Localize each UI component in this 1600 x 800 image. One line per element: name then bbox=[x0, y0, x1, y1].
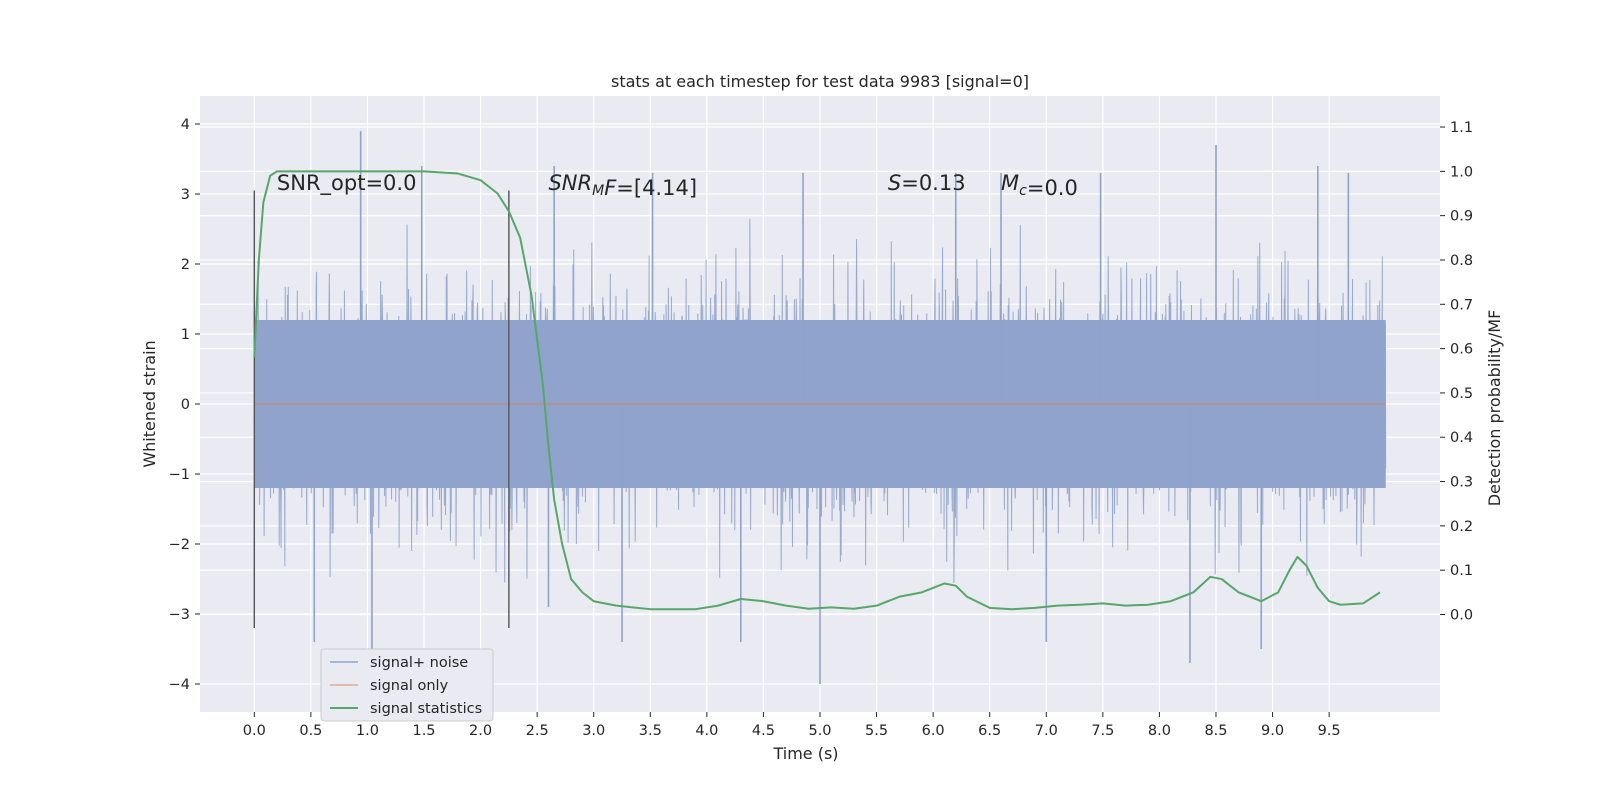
legend-box bbox=[320, 648, 494, 722]
series-signal-statistics bbox=[253, 170, 1381, 611]
y-axis-ticks-left: −4 −3 −2 −1 0 1 2 3 4 bbox=[169, 117, 200, 693]
x-tick-label: 8.0 bbox=[1148, 723, 1171, 739]
y-right-tick-label: 0.8 bbox=[1450, 253, 1473, 269]
y-axis-ticks-right: 0.0 0.1 0.2 0.3 0.4 0.5 0.6 0.7 0.8 0.9 1.0 1.1 bbox=[1440, 120, 1473, 624]
y-right-tick-label: 0.4 bbox=[1450, 430, 1473, 446]
y-tick-label: 3 bbox=[181, 187, 190, 203]
y-tick-label: 0 bbox=[181, 397, 190, 413]
y-tick-label: 1 bbox=[181, 327, 190, 343]
y-axis-label-right: Detection probability/MF bbox=[1485, 310, 1504, 507]
x-tick-label: 9.5 bbox=[1318, 723, 1341, 739]
y-right-tick-label: 0.3 bbox=[1450, 475, 1473, 491]
annotation-text: SNR_opt=0.0 bbox=[277, 171, 417, 196]
signal-statistics-line bbox=[253, 170, 1381, 611]
x-tick-label: 6.0 bbox=[922, 723, 945, 739]
x-tick-label: 1.0 bbox=[356, 723, 379, 739]
annotations: SNR_opt=0.0 SNRMF=[4.14] S=0.13 Mc=0.0 bbox=[277, 171, 1078, 200]
x-tick-label: 0.0 bbox=[243, 723, 266, 739]
x-tick-label: 9.0 bbox=[1261, 723, 1284, 739]
x-tick-label: 2.5 bbox=[526, 723, 549, 739]
x-tick-label: 1.5 bbox=[412, 723, 435, 739]
vertical-markers bbox=[253, 190, 510, 628]
y-right-tick-label: 1.0 bbox=[1450, 164, 1473, 180]
x-tick-label: 5.5 bbox=[865, 723, 888, 739]
y-tick-label: −2 bbox=[169, 537, 190, 553]
annotation-text: SNRMF=[4.14] bbox=[548, 171, 697, 200]
x-axis-label: Time (s) bbox=[772, 744, 838, 763]
y-right-tick-label: 0.0 bbox=[1450, 608, 1473, 624]
y-right-tick-label: 0.7 bbox=[1450, 297, 1473, 313]
y-right-tick-label: 0.1 bbox=[1450, 563, 1473, 579]
legend-label-signal-only: signal only bbox=[370, 678, 449, 694]
legend-label-signal-noise: signal+ noise bbox=[370, 655, 468, 671]
y-tick-label: −1 bbox=[169, 467, 190, 483]
legend-label-signal-statistics: signal statistics bbox=[370, 701, 482, 717]
y-right-tick-label: 1.1 bbox=[1450, 120, 1473, 136]
y-tick-label: −3 bbox=[169, 607, 190, 623]
y-tick-label: 2 bbox=[181, 257, 190, 273]
x-tick-label: 5.0 bbox=[808, 723, 831, 739]
y-right-tick-label: 0.9 bbox=[1450, 209, 1473, 225]
annotation-text: S=0.13 bbox=[888, 171, 966, 195]
x-tick-label: 6.5 bbox=[978, 723, 1001, 739]
y-right-tick-label: 0.2 bbox=[1450, 519, 1473, 535]
y-tick-label: −4 bbox=[169, 677, 190, 693]
annotation-text: Mc=0.0 bbox=[1001, 171, 1078, 200]
y-right-tick-label: 0.5 bbox=[1450, 386, 1473, 402]
y-axis-label-left: Whitened strain bbox=[140, 340, 159, 467]
x-axis-ticks: 0.0 0.5 1.0 1.5 2.0 2.5 3.0 3.5 4.0 4.5 5.0 5.5 6.0 6… bbox=[243, 712, 1341, 739]
x-tick-label: 4.5 bbox=[752, 723, 775, 739]
legend: signal+ noise signal only signal statist… bbox=[320, 648, 494, 722]
x-tick-label: 7.0 bbox=[1035, 723, 1058, 739]
x-tick-label: 3.5 bbox=[639, 723, 662, 739]
x-tick-label: 2.0 bbox=[469, 723, 492, 739]
plot-area bbox=[200, 96, 1440, 712]
x-tick-label: 8.5 bbox=[1204, 723, 1227, 739]
y-tick-label: 4 bbox=[181, 117, 190, 133]
x-tick-label: 7.5 bbox=[1091, 723, 1114, 739]
y-right-tick-label: 0.6 bbox=[1450, 342, 1473, 358]
x-tick-label: 4.0 bbox=[695, 723, 718, 739]
x-tick-label: 3.0 bbox=[582, 723, 605, 739]
x-tick-label: 0.5 bbox=[299, 723, 322, 739]
chart-title: stats at each timestep for test data 998… bbox=[611, 72, 1029, 91]
